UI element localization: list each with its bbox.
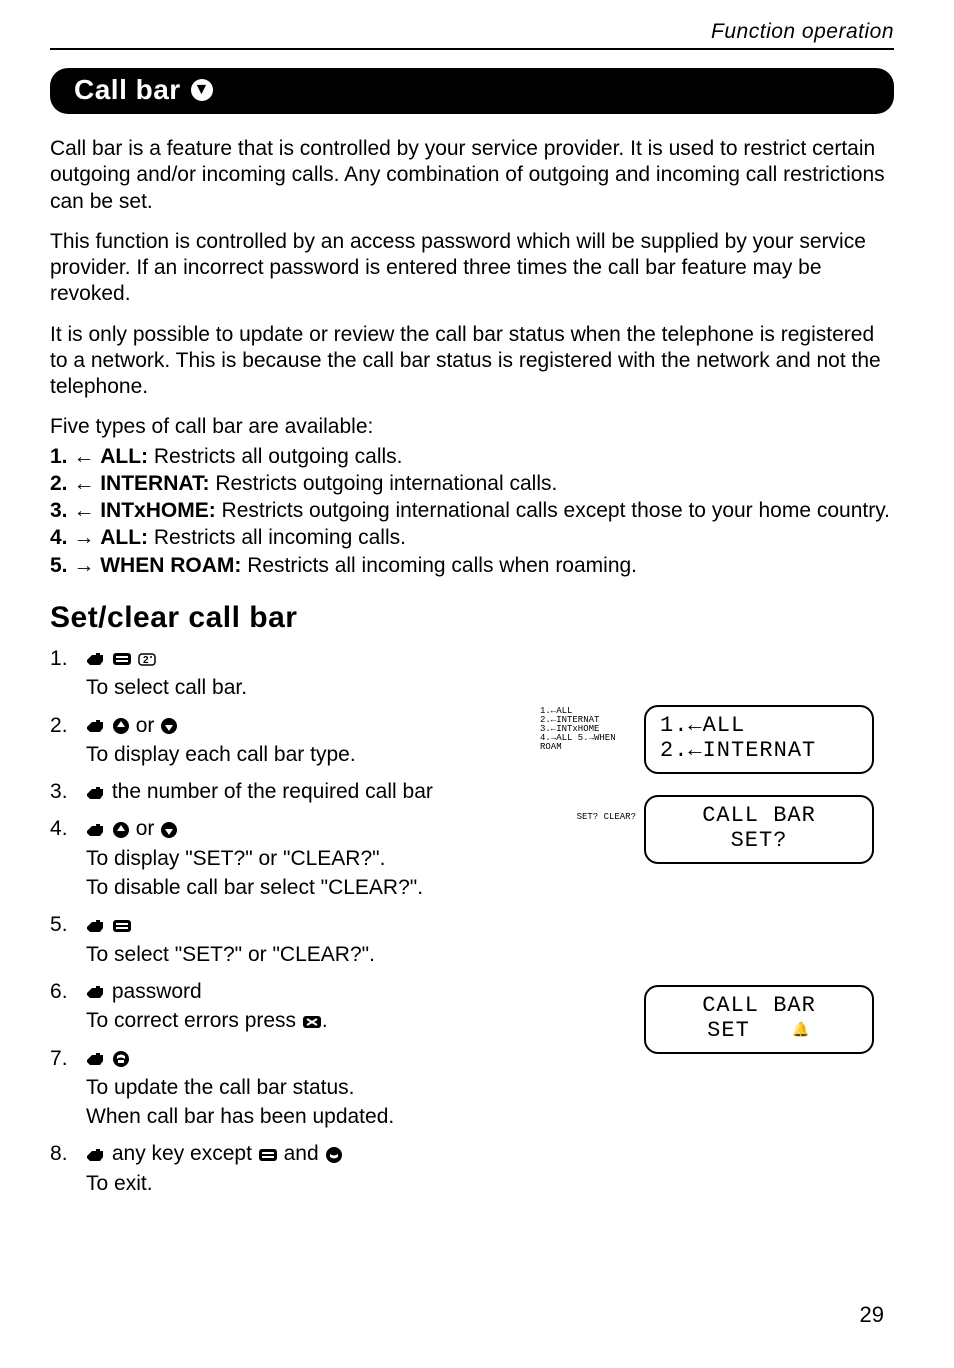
lcd-column: 1.←ALL 2.←INTERNAT 3.←INTxHOME 4.→ALL 5.… bbox=[540, 645, 874, 1207]
page-number: 29 bbox=[860, 1302, 884, 1328]
step-text: To display "SET?" or "CLEAR?". bbox=[86, 845, 520, 872]
type-num: 2. bbox=[50, 472, 68, 495]
step-3: the number of the required call bar bbox=[50, 778, 520, 805]
lcd-text: SET bbox=[707, 1018, 750, 1043]
lcd-screen-2: CALL BAR SET? bbox=[644, 795, 874, 864]
step-5: To select "SET?" or "CLEAR?". bbox=[50, 911, 520, 968]
type-num: 1. bbox=[50, 445, 68, 468]
hand-icon bbox=[86, 1051, 106, 1067]
down-key-icon bbox=[160, 717, 178, 735]
tiny-menu-1: 1.←ALL 2.←INTERNAT 3.←INTxHOME 4.→ALL 5.… bbox=[540, 707, 636, 752]
step-text: To select call bar. bbox=[86, 674, 520, 701]
up-key-icon bbox=[112, 717, 130, 735]
step-7: To update the call bar status. When call… bbox=[50, 1045, 520, 1131]
step-tail-mid: and bbox=[284, 1142, 319, 1165]
step-text: To update the call bar status. bbox=[86, 1074, 520, 1101]
step-tail: password bbox=[112, 980, 202, 1003]
or-text: or bbox=[136, 714, 155, 737]
type-label: ALL: bbox=[100, 445, 148, 468]
two-key-icon bbox=[138, 651, 156, 667]
paragraph-2: This function is controlled by an access… bbox=[50, 229, 894, 308]
hand-icon bbox=[86, 822, 106, 838]
hand-icon bbox=[86, 785, 106, 801]
lcd-line: 1.←ALL bbox=[660, 713, 858, 738]
type-label: INTERNAT: bbox=[100, 472, 209, 495]
arrow-left-icon: ← bbox=[73, 445, 94, 468]
step-text: To correct errors press . bbox=[86, 1007, 520, 1034]
lcd-line: 2.←INTERNAT bbox=[660, 738, 858, 763]
step-4: or To display "SET?" or "CLEAR?". To dis… bbox=[50, 815, 520, 901]
type-desc: Restricts all incoming calls when roamin… bbox=[247, 554, 637, 577]
tiny-menu-2: SET? CLEAR? bbox=[577, 813, 636, 822]
step-desc-post: . bbox=[322, 1009, 328, 1032]
arrow-right-icon: → bbox=[73, 554, 94, 577]
type-desc: Restricts all outgoing calls. bbox=[154, 445, 403, 468]
steps-list: To select call bar. or To display each c… bbox=[50, 645, 520, 1197]
step-2: or To display each call bar type. bbox=[50, 712, 520, 769]
clear-key-icon bbox=[302, 1014, 322, 1030]
hand-icon bbox=[86, 918, 106, 934]
step-tail-pre: any key except bbox=[112, 1142, 252, 1165]
type-4: 4. → ALL: Restricts all incoming calls. bbox=[50, 524, 894, 551]
step-text: the number of the required call bar bbox=[112, 780, 433, 803]
step-text: To select "SET?" or "CLEAR?". bbox=[86, 941, 520, 968]
lcd-line: SET? bbox=[660, 828, 858, 853]
type-5: 5. → WHEN ROAM: Restricts all incoming c… bbox=[50, 552, 894, 579]
step-desc-pre: To correct errors press bbox=[86, 1009, 296, 1032]
page-title-bar: Call bar ▼ bbox=[50, 68, 894, 114]
down-key-icon bbox=[160, 821, 178, 839]
step-8: any key except and To exit. bbox=[50, 1140, 520, 1197]
up-key-icon bbox=[112, 821, 130, 839]
lcd-screen-1: 1.←ALL 2.←INTERNAT bbox=[644, 705, 874, 774]
arrow-left-icon: ← bbox=[73, 472, 94, 495]
type-desc: Restricts outgoing international calls. bbox=[215, 472, 557, 495]
menu-key-icon bbox=[112, 651, 132, 667]
menu-key-icon bbox=[112, 918, 132, 934]
type-3: 3. ← INTxHOME: Restricts outgoing intern… bbox=[50, 497, 894, 524]
hand-icon bbox=[86, 651, 106, 667]
bell-icon: 🔔 bbox=[792, 1023, 810, 1039]
end-key-icon bbox=[325, 1146, 343, 1164]
lcd-screen-3: CALL BAR SET 🔔 bbox=[644, 985, 874, 1054]
type-num: 4. bbox=[50, 526, 68, 549]
type-desc: Restricts outgoing international calls e… bbox=[222, 499, 890, 522]
hand-icon bbox=[86, 984, 106, 1000]
step-text: When call bar has been updated. bbox=[86, 1103, 520, 1130]
type-label: ALL: bbox=[100, 526, 148, 549]
type-label: INTxHOME: bbox=[100, 499, 216, 522]
step-text: To display each call bar type. bbox=[86, 741, 520, 768]
lcd-line: CALL BAR bbox=[660, 993, 858, 1018]
types-intro: Five types of call bar are available: bbox=[50, 414, 894, 440]
step-1: To select call bar. bbox=[50, 645, 520, 702]
paragraph-3: It is only possible to update or review … bbox=[50, 322, 894, 401]
types-list: 1. ← ALL: Restricts all outgoing calls. … bbox=[50, 443, 894, 579]
type-1: 1. ← ALL: Restricts all outgoing calls. bbox=[50, 443, 894, 470]
or-text: or bbox=[136, 817, 155, 840]
lcd-line: SET 🔔 bbox=[660, 1018, 858, 1043]
menu-key-icon bbox=[258, 1147, 278, 1163]
type-desc: Restricts all incoming calls. bbox=[154, 526, 406, 549]
section-heading: Set/clear call bar bbox=[50, 601, 894, 635]
step-text: To exit. bbox=[86, 1170, 520, 1197]
type-2: 2. ← INTERNAT: Restricts outgoing intern… bbox=[50, 470, 894, 497]
arrow-left-icon: ← bbox=[73, 499, 94, 522]
step-6: password To correct errors press . bbox=[50, 978, 520, 1035]
paragraph-1: Call bar is a feature that is controlled… bbox=[50, 136, 894, 215]
type-num: 5. bbox=[50, 554, 68, 577]
header-section: Function operation bbox=[50, 20, 894, 50]
down-arrow-icon: ▼ bbox=[191, 79, 213, 101]
type-label: WHEN ROAM: bbox=[100, 554, 241, 577]
type-num: 3. bbox=[50, 499, 68, 522]
lcd-line: CALL BAR bbox=[660, 803, 858, 828]
step-text: To disable call bar select "CLEAR?". bbox=[86, 874, 520, 901]
send-key-icon bbox=[112, 1050, 130, 1068]
arrow-right-icon: → bbox=[73, 526, 94, 549]
hand-icon bbox=[86, 718, 106, 734]
hand-icon bbox=[86, 1147, 106, 1163]
page-title: Call bar bbox=[74, 74, 181, 106]
